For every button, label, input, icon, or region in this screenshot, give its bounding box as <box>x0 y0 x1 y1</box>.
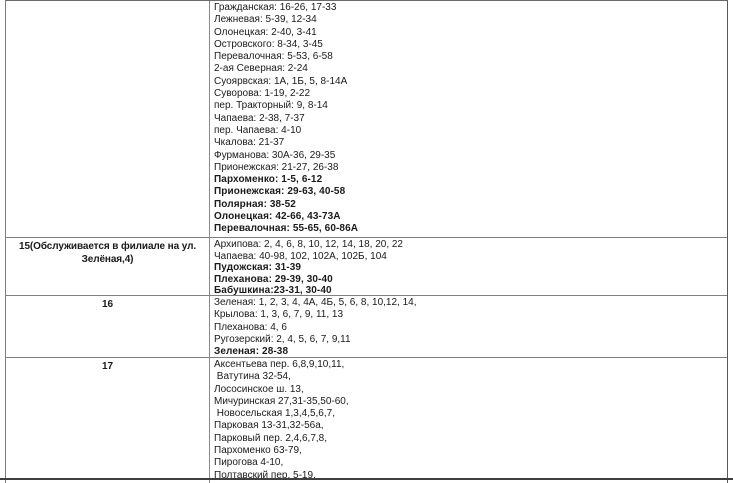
table-row: Гражданская: 16-26, 17-33 Лежневая: 5-39,… <box>6 1 727 238</box>
street-line: Мичуринская 27,31-35,50-60, <box>214 395 349 407</box>
street-line: Ругозерский: 2, 4, 5, 6, 7, 9,11 <box>214 333 351 345</box>
street-line: Бабушкина:23-31, 30-40 <box>214 285 332 295</box>
street-line: Гражданская: 16-26, 17-33 <box>214 2 337 13</box>
street-line: Крылова: 1, 3, 6, 7, 9, 11, 13 <box>214 309 344 321</box>
street-line: Зеленая: 1, 2, 3, 4, 4А, 4Б, 5, 6, 8, 10… <box>214 297 417 308</box>
address-zones-table: Гражданская: 16-26, 17-33 Лежневая: 5-39,… <box>5 0 728 483</box>
street-line: Зеленая: 28-38 <box>214 346 289 357</box>
street-line: Чапаева: 2-38, 7-37 <box>214 112 305 124</box>
street-line: Суворова: 1-19, 2-22 <box>214 88 311 100</box>
table-row: 15(Обслуживается в филиале на ул. Зелёна… <box>6 238 727 296</box>
streets-cell: Аксентьева пер. 6,8,9,10,11, Ватутина 32… <box>210 358 727 483</box>
street-line: Ватутина 32-54, <box>214 371 291 383</box>
street-line: Островского: 8-34, 3-45 <box>214 38 323 50</box>
table-row: 17 Аксентьева пер. 6,8,9,10,11, Ватутина… <box>6 358 727 483</box>
streets-cell: Гражданская: 16-26, 17-33 Лежневая: 5-39,… <box>210 1 727 237</box>
street-line: Парковый пер. 2,4,6,7,8, <box>214 432 328 444</box>
street-line: Плеханова: 29-39, 30-40 <box>214 273 333 285</box>
street-line: пер. Тракторный: 9, 8-14 <box>214 100 328 112</box>
street-line: пер. Чапаева: 4-10 <box>214 124 302 136</box>
street-line: Архипова: 2, 4, 6, 8, 10, 12, 14, 18, 20… <box>214 239 403 250</box>
street-line: Перевалочная: 5-53, 6-58 <box>214 51 333 63</box>
table-row: 16 Зеленая: 1, 2, 3, 4, 4А, 4Б, 5, 6, 8,… <box>6 296 727 358</box>
street-line: Олонецкая: 2-40, 3-41 <box>214 26 317 38</box>
street-line: Полярная: 38-52 <box>214 198 296 210</box>
zone-cell: 15(Обслуживается в филиале на ул. Зелёна… <box>6 238 210 295</box>
street-line: Пирогова 4-10, <box>214 457 284 469</box>
zone-cell: 17 <box>6 358 210 483</box>
streets-cell: Архипова: 2, 4, 6, 8, 10, 12, 14, 18, 20… <box>210 238 727 295</box>
street-line: Лежневая: 5-39, 12-34 <box>214 14 317 26</box>
street-line: Пархоменко 63-79, <box>214 445 302 457</box>
page-bottom-rule <box>0 478 733 480</box>
street-line: 2-ая Северная: 2-24 <box>214 63 308 75</box>
zone-cell <box>6 1 210 237</box>
street-line: Олонецкая: 42-66, 43-73А <box>214 211 341 223</box>
street-line: Парковая 13-31,32-56а, <box>214 420 324 432</box>
street-line: Прионежская: 21-27, 26-38 <box>214 161 339 173</box>
street-line: Плеханова: 4, 6 <box>214 321 287 333</box>
street-line: Перевалочная: 55-65, 60-86А <box>214 223 359 235</box>
street-line: Полтавский пер. 5-19, <box>214 469 316 481</box>
streets-cell: Зеленая: 1, 2, 3, 4, 4А, 4Б, 5, 6, 8, 10… <box>210 296 727 357</box>
street-line: Лососинское ш. 13, <box>214 383 304 395</box>
street-line: Чкалова: 21-37 <box>214 137 285 149</box>
street-line: Суоярвская: 1А, 1Б, 5, 8-14А <box>214 75 348 87</box>
street-line: Фурманова: 30А-36, 29-35 <box>214 149 336 161</box>
zone-cell: 16 <box>6 296 210 357</box>
street-line: Пудожская: 31-39 <box>214 262 302 273</box>
street-line: Пархоменко: 1-5, 6-12 <box>214 174 323 186</box>
street-line: Чапаева: 40-98, 102, 102А, 102Б, 104 <box>214 250 387 262</box>
street-line: Новосельская 1,3,4,5,6,7, <box>214 408 335 420</box>
street-line: Прионежская: 29-63, 40-58 <box>214 186 346 198</box>
street-line: Аксентьева пер. 6,8,9,10,11, <box>214 359 345 370</box>
